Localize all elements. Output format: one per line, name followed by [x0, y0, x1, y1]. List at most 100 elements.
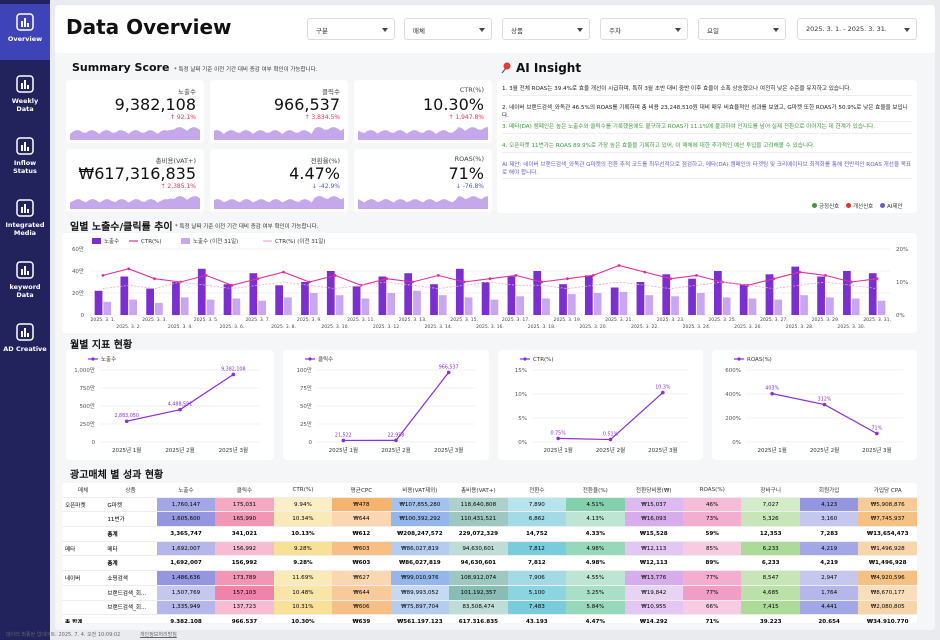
table-cell: ₩15,037 — [624, 497, 683, 513]
point — [770, 391, 774, 396]
table-cell: ₩12,113 — [624, 555, 683, 572]
footer-updated: 데이터 최종된 업데이트: 2025. 7. 4. 오전 10:09:02 — [6, 632, 121, 638]
table-cell: ₩107,855,280 — [390, 497, 450, 513]
column-header: 전환수 — [507, 483, 567, 498]
value-label: 4,488,591 — [168, 402, 192, 408]
sidebar-icon — [16, 137, 34, 155]
bar — [309, 293, 318, 315]
table-cell: ₩612 — [332, 526, 391, 542]
y-tick-label: 0 — [309, 440, 313, 446]
table-cell: 94,630,601 — [449, 541, 508, 557]
table-cell: 8,547 — [741, 570, 800, 586]
bar — [430, 284, 438, 315]
table-cell — [62, 511, 105, 528]
table-cell: 10.30% — [273, 614, 333, 623]
point — [556, 436, 560, 441]
y-tick-label: 75만 — [300, 384, 312, 392]
legend-swatch — [91, 357, 95, 361]
filter-dropdown[interactable]: 매체 — [404, 18, 492, 40]
x-tick-label: 2025. 3. 16. — [476, 324, 504, 330]
chart-bg — [498, 350, 703, 460]
bar — [739, 284, 748, 315]
y-tick-label: 20만 — [72, 289, 84, 297]
sidebar-item[interactable]: Inflow Status — [0, 128, 50, 184]
footer-privacy[interactable]: 개인정보처리방침 — [140, 632, 177, 638]
sidebar-item[interactable]: keyword Data — [0, 252, 50, 308]
table-cell: 1,605,600 — [156, 511, 216, 528]
kpi-card: 클릭수 966,537 ↑ 3,834.5% — [210, 80, 348, 143]
point — [231, 372, 236, 377]
table-cell: ₩16,093 — [624, 511, 683, 528]
kpi-label: 클릭수 — [322, 88, 340, 96]
filter-dropdown[interactable]: 요일 — [698, 18, 786, 40]
bar — [696, 293, 705, 315]
x-tick-label: 2025. 3. 9. — [297, 317, 322, 323]
table-cell: 9.94% — [273, 497, 333, 513]
x-tick-label: 2025. 3. 3. — [142, 317, 167, 323]
ctr-dot — [307, 280, 311, 284]
dropdown-arrow — [904, 28, 910, 32]
bar — [490, 299, 499, 315]
sidebar-label: Integrated Media — [5, 221, 45, 237]
value-label: 403% — [765, 386, 779, 392]
icon-shape — [24, 80, 26, 89]
table-cell: ₩75,897,704 — [390, 600, 450, 616]
insight-item: 4. 오픈마켓 11번가는 ROAS 89.9%로 가장 높은 효율을 기록하고… — [502, 142, 912, 153]
table-cell: ₩100,392,292 — [390, 511, 450, 528]
table-cell: 오픈마켓 — [62, 497, 105, 513]
table-cell: 4,219 — [799, 555, 859, 572]
value-label: 9,382,108 — [221, 366, 245, 372]
table-cell: 10.31% — [273, 600, 333, 616]
table-cell: 9.28% — [273, 555, 333, 572]
y-tick-label: 0 — [92, 440, 96, 446]
x-tick-label: 2025년 2월 — [810, 446, 839, 454]
x-tick-label: 2025. 3. 15. — [450, 317, 478, 323]
ctr-dot — [849, 280, 853, 284]
table-cell: 229,072,329 — [449, 526, 508, 542]
kpi-label: CTR(%) — [459, 86, 484, 94]
value-label: 21,522 — [335, 432, 352, 438]
table-cell: 7,415 — [741, 600, 800, 616]
table-cell: ₩561,197,123 — [390, 614, 450, 623]
sidebar-item[interactable]: Overview — [0, 4, 50, 60]
table-cell: 브랜드검색_회... — [104, 585, 157, 601]
table-cell: 4,685 — [741, 585, 800, 601]
y-tick-label: 0% — [518, 440, 527, 446]
ctr-dot — [617, 264, 621, 267]
column-header: 상품 — [104, 483, 157, 498]
legend-label: CTR(%) — [533, 357, 554, 363]
bar — [567, 294, 576, 315]
table-cell: ₩644 — [332, 511, 391, 528]
bar — [722, 297, 731, 315]
table-cell — [104, 614, 157, 623]
sidebar-icon — [16, 199, 34, 217]
daily-chart: 0 20만 40만 60만 0% 10% 20% 노출수 CTR(%) 노출수 (이전 31일) C… — [62, 233, 917, 333]
table-cell: ₩15,528 — [624, 526, 683, 542]
column-header: 전환당비용(₩) — [624, 483, 683, 498]
table-cell: 1,335,949 — [156, 600, 216, 616]
kpi-change: ↑ 92.1% — [170, 114, 196, 121]
sidebar-item[interactable]: AD Creative — [0, 314, 50, 370]
filter-dropdown[interactable]: 상품 — [502, 18, 590, 40]
sidebar-item[interactable]: Weekly Data — [0, 66, 50, 122]
x-tick-label: 2025. 3. 6. — [220, 324, 245, 330]
table-cell: ₩12,113 — [624, 541, 683, 557]
ctr-dot — [591, 274, 595, 277]
y-tick-label: 250만 — [79, 420, 95, 428]
bar — [155, 302, 163, 315]
filter-dropdown[interactable]: 2025. 3. 1. - 2025. 3. 31. — [797, 18, 917, 40]
x-tick-label: 2025. 3. 12. — [373, 324, 401, 330]
filter-dropdown[interactable]: 주차 — [600, 18, 688, 40]
sidebar-item[interactable]: Integrated Media — [0, 190, 50, 246]
sparkline — [214, 127, 344, 140]
insight-icon — [501, 62, 511, 74]
bar — [197, 268, 206, 315]
ctr-dot — [488, 277, 492, 281]
table-cell: 9.28% — [273, 541, 333, 557]
filter-dropdown[interactable]: 구분 — [307, 18, 395, 40]
bar — [103, 301, 112, 315]
dropdown-arrow — [382, 28, 388, 32]
kpi-label: 노출수 — [178, 88, 196, 96]
x-tick-label: 2025년 3월 — [862, 446, 891, 454]
